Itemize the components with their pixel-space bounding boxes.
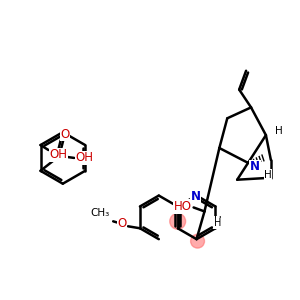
Text: CH₃: CH₃ [91, 208, 110, 218]
Text: H: H [275, 126, 283, 136]
Text: HO: HO [174, 200, 192, 213]
Text: N: N [190, 190, 201, 203]
Text: OH: OH [49, 148, 67, 161]
Text: OH: OH [75, 152, 93, 164]
Text: O: O [118, 217, 127, 230]
Text: O: O [61, 128, 70, 141]
Text: H: H [214, 216, 222, 226]
Text: H: H [214, 218, 221, 228]
Circle shape [170, 213, 186, 229]
Circle shape [190, 234, 205, 248]
Text: H: H [264, 170, 272, 180]
Text: N: N [250, 160, 260, 173]
